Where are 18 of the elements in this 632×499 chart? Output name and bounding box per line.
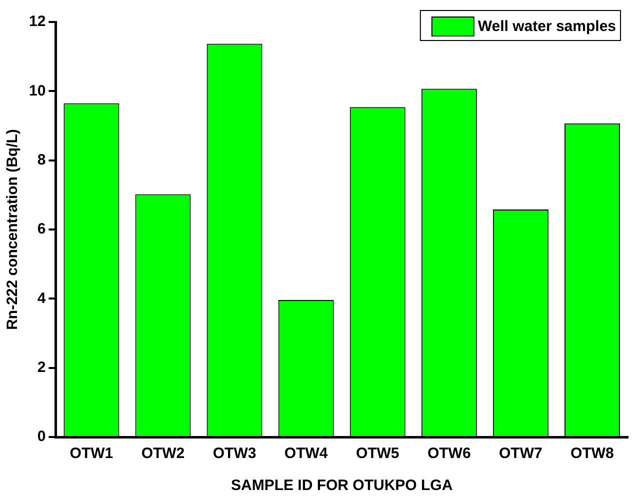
y-tick-label: 8: [37, 151, 46, 168]
x-axis-title: SAMPLE ID FOR OTUKPO LGA: [231, 477, 453, 494]
y-tick-label: 0: [37, 428, 46, 446]
x-tick-label: OTW4: [284, 445, 328, 462]
x-tick-label: OTW3: [212, 445, 256, 462]
y-tick-label: 10: [28, 82, 46, 100]
x-tick-label: OTW5: [356, 445, 400, 462]
y-tick-label: 2: [37, 358, 46, 376]
y-axis-title: Rn-222 concentration (Bq/L): [4, 129, 22, 330]
y-tick-label: 4: [37, 290, 46, 307]
y-tick-label: 12: [28, 13, 46, 30]
x-tick-label: OTW6: [427, 445, 471, 462]
x-tick-label: OTW8: [570, 445, 614, 462]
x-tick-label: OTW1: [70, 445, 114, 462]
x-tick-label: OTW2: [141, 445, 185, 462]
x-tick-label: OTW7: [499, 445, 542, 462]
legend-label: Well water samples: [478, 18, 616, 36]
y-tick-label: 6: [37, 220, 46, 238]
